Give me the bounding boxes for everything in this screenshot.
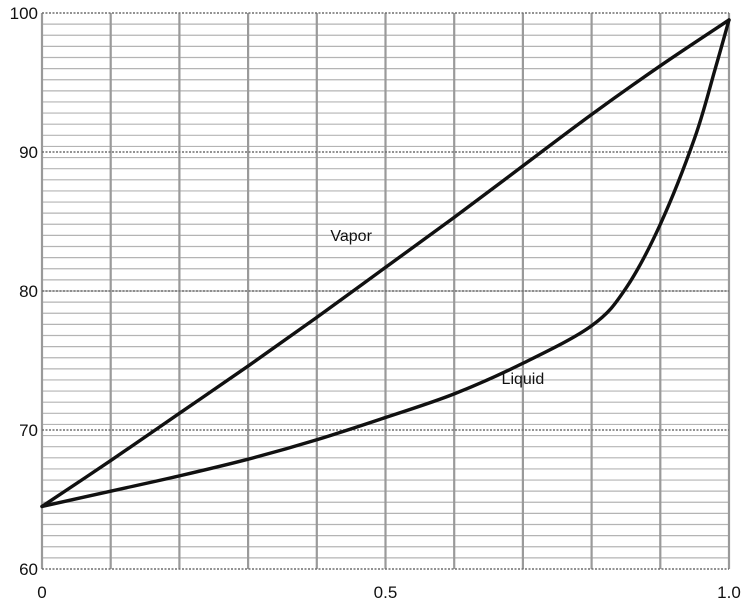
x-tick-label: 0 (37, 583, 46, 602)
horizontal-major-gridlines (42, 12, 729, 570)
series-layer (40, 18, 731, 509)
annotation-vapor: Vapor (330, 228, 372, 245)
annotations: Vapor Liquid (330, 228, 544, 388)
y-tick-label: 100 (10, 4, 38, 23)
series-line-liquid (40, 18, 731, 509)
y-tick-label: 80 (19, 282, 38, 301)
series-line-vapor (40, 18, 731, 509)
x-tick-label: 1.0 (717, 583, 741, 602)
y-tick-label: 60 (19, 560, 38, 579)
y-tick-label: 90 (19, 143, 38, 162)
tick-labels: 60 70 80 90 100 0 0.5 1.0 (10, 4, 741, 602)
y-tick-label: 70 (19, 421, 38, 440)
x-tick-label: 0.5 (374, 583, 398, 602)
annotation-liquid: Liquid (502, 371, 545, 388)
